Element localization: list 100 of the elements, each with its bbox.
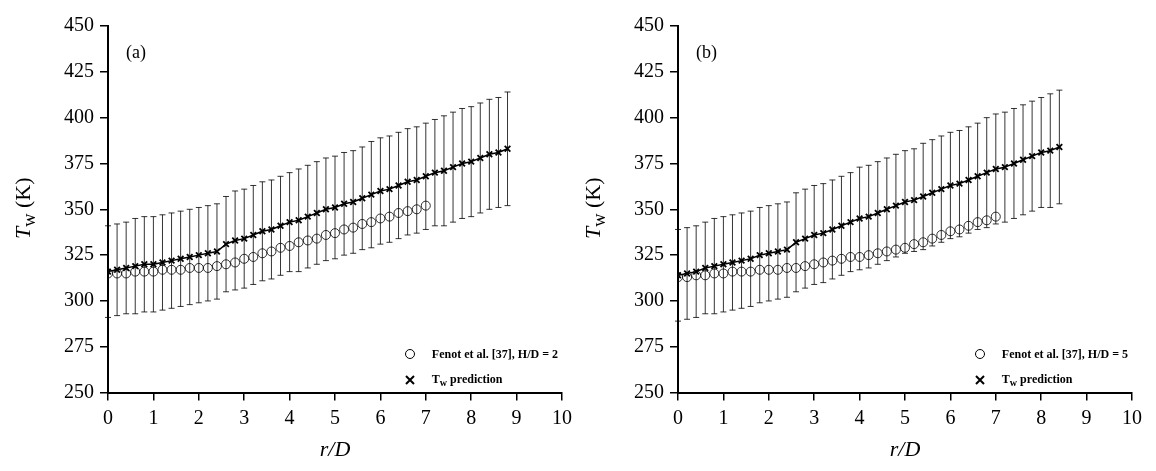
point [284, 241, 295, 251]
point [239, 253, 250, 264]
annotation: (b) [696, 42, 717, 63]
x-tick-label: 6 [375, 405, 386, 428]
point [682, 272, 692, 283]
point [266, 246, 277, 257]
x-tick-label: 0 [103, 405, 113, 428]
y-tick-label: 350 [634, 196, 664, 219]
x-tick-label: 3 [809, 405, 820, 428]
y-tick-label: 350 [64, 196, 94, 219]
x-axis-title: r/D [319, 435, 351, 461]
x-tick-label: 4 [284, 405, 295, 428]
point [494, 148, 503, 157]
x-tick-label: 5 [900, 405, 910, 428]
point [728, 258, 737, 267]
y-tick-label: 250 [634, 379, 664, 402]
point [909, 239, 919, 250]
point [202, 263, 213, 273]
point [718, 268, 729, 279]
point [130, 266, 141, 277]
point [936, 230, 947, 240]
point [257, 248, 268, 259]
point [230, 257, 241, 268]
point [366, 217, 377, 228]
x-tick-label: 2 [763, 405, 774, 428]
point [946, 181, 955, 190]
point [972, 217, 983, 228]
legend-label: T$_{w}$ prediction [1001, 371, 1073, 388]
y-tick-label: 450 [64, 13, 94, 36]
y-tick-label: 400 [64, 104, 94, 127]
x-tick-label: 7 [420, 405, 431, 428]
point [818, 257, 829, 268]
point [139, 266, 150, 277]
y-tick-label: 375 [634, 150, 664, 173]
y-tick-label: 375 [64, 150, 94, 173]
x-tick-label: 7 [990, 405, 1001, 428]
point [394, 181, 403, 190]
point [900, 242, 910, 253]
point [836, 253, 847, 264]
point [881, 246, 892, 257]
point [348, 222, 359, 233]
x-tick-label: 6 [945, 405, 956, 428]
point [212, 261, 222, 272]
y-tick-label: 450 [634, 13, 664, 36]
point [275, 242, 286, 253]
point [990, 211, 1001, 222]
point [166, 264, 177, 275]
point [184, 263, 195, 273]
legend-label: Fenot et al. [37], H/D = 5 [1001, 346, 1128, 362]
point [302, 235, 313, 246]
point [828, 225, 837, 234]
annotation: (a) [126, 42, 146, 63]
x-tick-label: 4 [854, 405, 865, 428]
x-tick-label: 10 [1122, 405, 1142, 428]
point [175, 264, 186, 275]
x-tick-label: 9 [511, 405, 522, 428]
y-tick-label: 275 [634, 334, 664, 357]
point [809, 259, 820, 270]
point [800, 261, 811, 272]
point [402, 206, 413, 217]
y-tick-label: 250 [64, 379, 94, 402]
y-tick-label: 325 [634, 242, 664, 265]
x-tick-label: 0 [673, 405, 683, 428]
point [791, 263, 801, 273]
point [736, 266, 747, 277]
point [357, 219, 368, 229]
point [420, 200, 431, 211]
x-tick-label: 1 [718, 405, 729, 428]
point [700, 270, 711, 281]
point [221, 259, 231, 270]
point [963, 220, 974, 231]
point [918, 237, 929, 248]
point [945, 226, 956, 237]
point [193, 263, 204, 273]
legend-label: Fenot et al. [37], H/D = 2 [431, 346, 558, 362]
point [845, 252, 856, 262]
point [321, 230, 331, 240]
x-tick-label: 9 [1081, 405, 1092, 428]
point [248, 252, 259, 262]
point [745, 266, 756, 277]
y-tick-label: 425 [64, 59, 94, 82]
point [691, 270, 702, 281]
point [872, 248, 883, 259]
x-axis-title: r/D [889, 435, 921, 461]
point [981, 215, 992, 226]
point [854, 252, 865, 262]
point [148, 266, 159, 277]
legend-label: T$_{w}$ prediction [431, 371, 503, 388]
y-tick-label: 300 [634, 288, 664, 311]
point [772, 264, 783, 275]
point [827, 255, 838, 266]
y-tick-label: 400 [634, 104, 664, 127]
point [763, 264, 774, 275]
point [855, 214, 864, 223]
point [709, 268, 720, 279]
point [384, 211, 395, 222]
point [754, 264, 765, 275]
point [411, 204, 422, 215]
x-tick-label: 1 [148, 405, 159, 428]
x-tick-label: 3 [239, 405, 250, 428]
